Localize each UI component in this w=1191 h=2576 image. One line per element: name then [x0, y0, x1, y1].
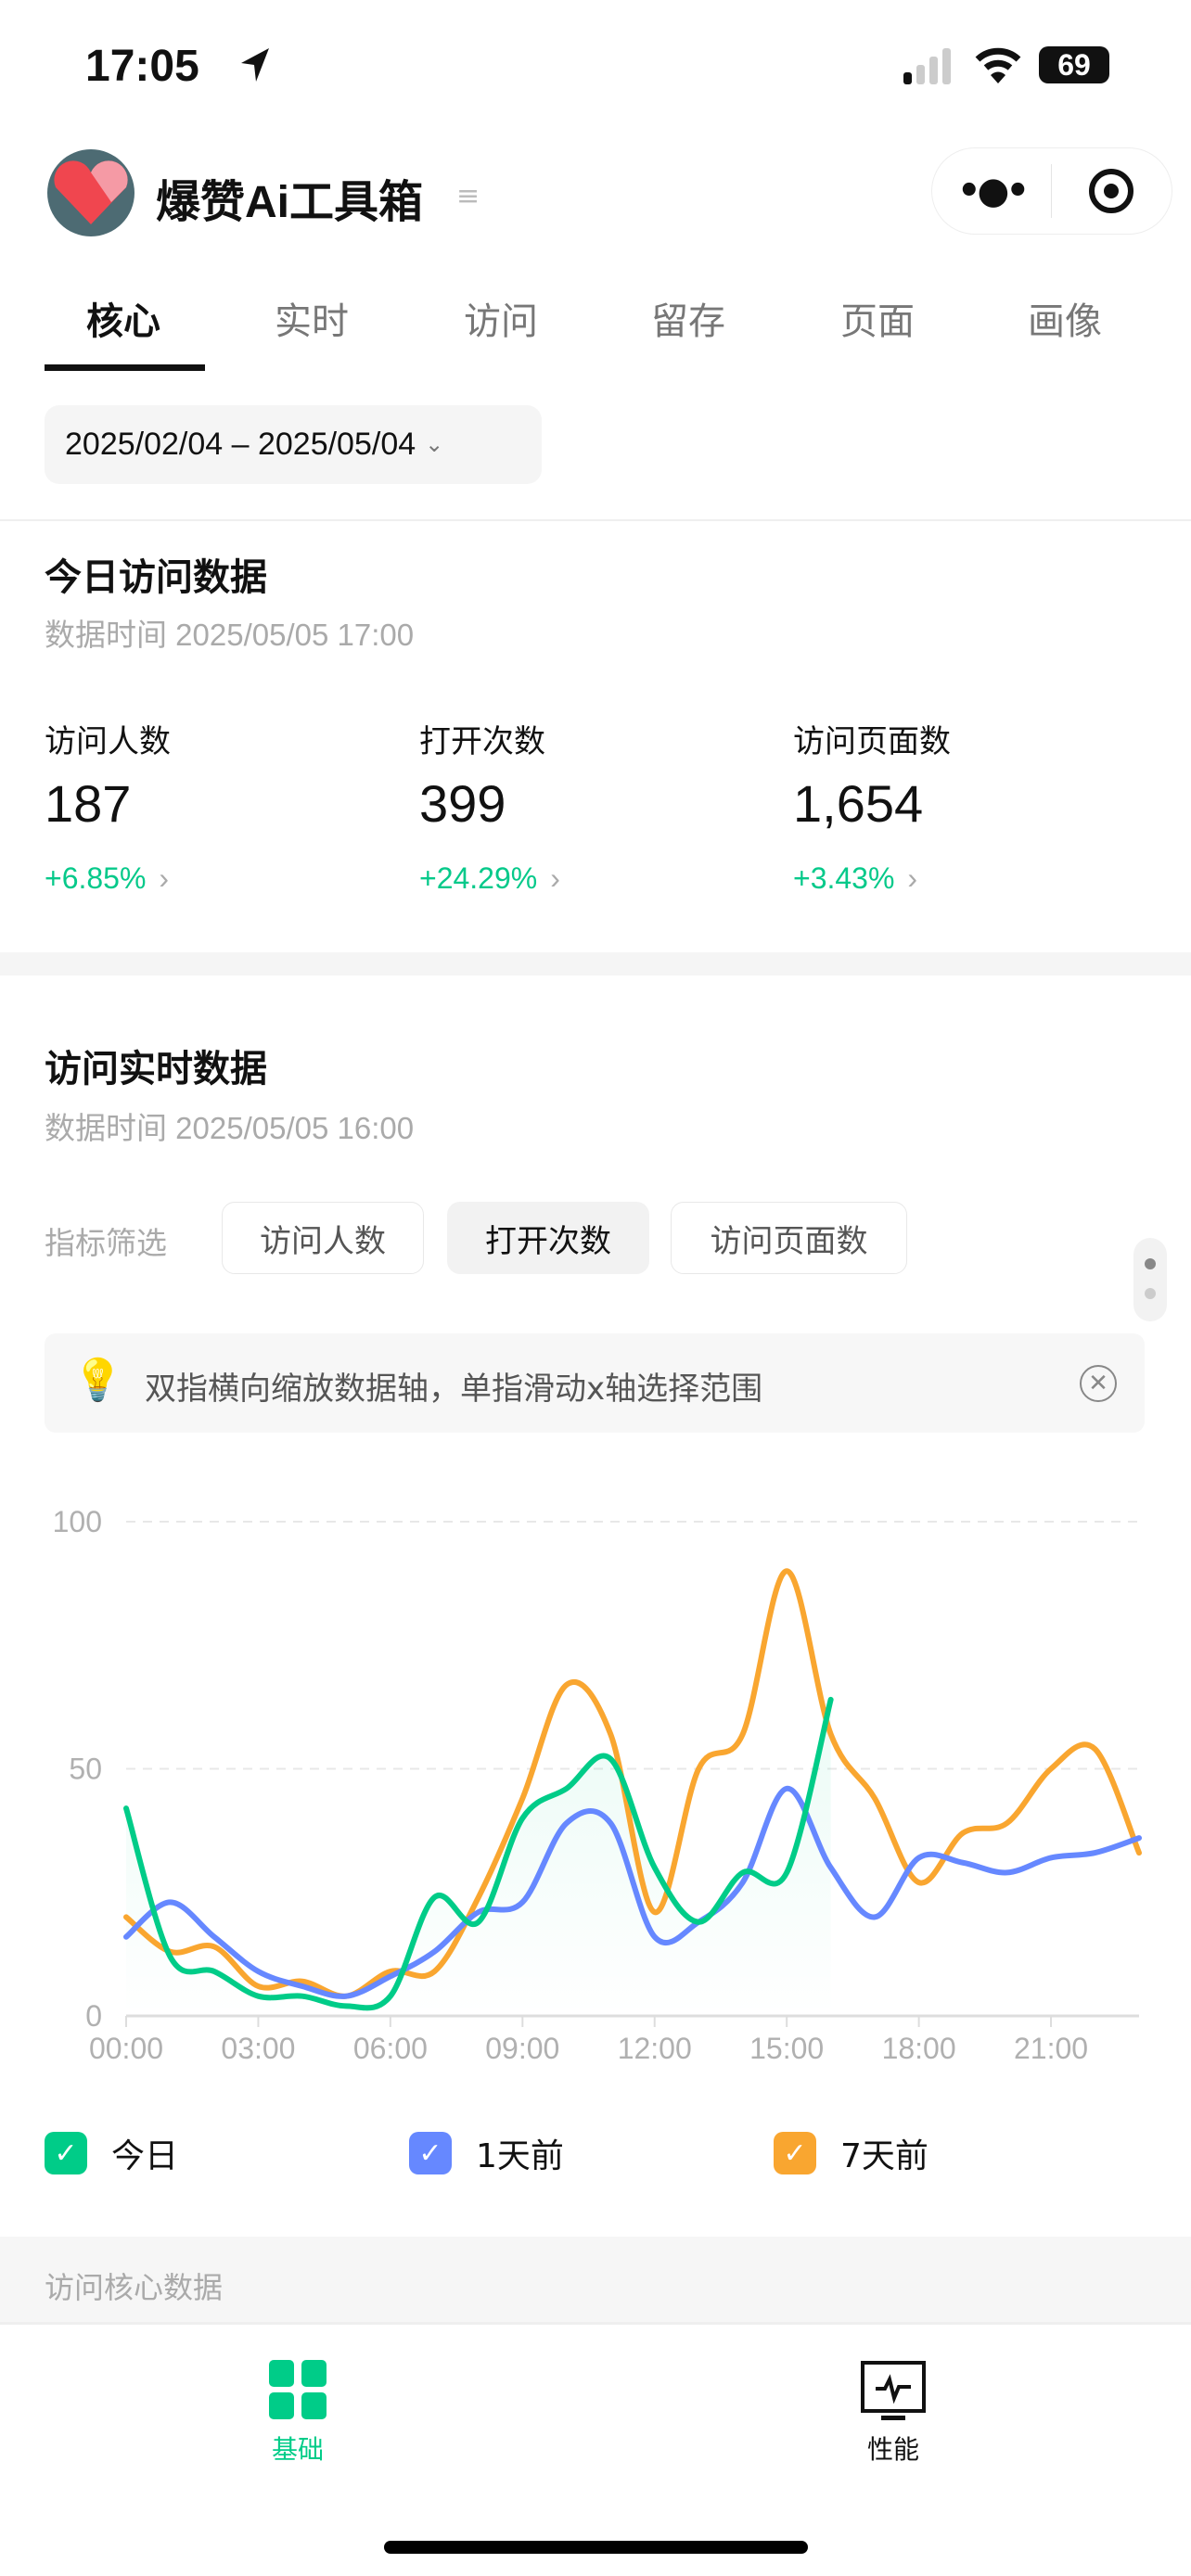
- tab-core[interactable]: 核心: [86, 300, 160, 343]
- date-range-picker[interactable]: 2025/02/04 – 2025/05/04 ⌄: [45, 405, 542, 484]
- chevron-right-icon: ›: [907, 861, 918, 895]
- metric-change[interactable]: +6.85% ›: [45, 861, 169, 896]
- core-section-label: 访问核心数据: [45, 2270, 224, 2305]
- core-section-header: 访问核心数据: [0, 2237, 1191, 2324]
- filter-pageviews[interactable]: 访问页面数: [671, 1202, 907, 1274]
- realtime-line-chart[interactable]: 0 50 100 00:00 03:00 06:00 09:00 12:00 15:00 18:0…: [0, 1484, 1191, 2096]
- tabbar-performance-label[interactable]: 性能: [866, 2434, 920, 2465]
- metric-value: 399: [419, 774, 506, 833]
- metric-label: 访问页面数: [793, 723, 951, 760]
- metric-change[interactable]: +3.43% ›: [793, 861, 917, 896]
- tab-portrait[interactable]: 画像: [1028, 300, 1102, 343]
- status-time: 17:05: [85, 42, 199, 91]
- monitor-pulse-icon: [861, 2361, 926, 2420]
- legend-label: 今日: [111, 2137, 179, 2175]
- metric-label: 访问人数: [45, 723, 171, 760]
- app-title: 爆赞Ai工具箱: [156, 178, 424, 227]
- legend-label: 7天前: [840, 2137, 928, 2175]
- section-separator: [0, 952, 1191, 976]
- checkbox-checked-icon: ✓: [45, 2132, 87, 2174]
- menu-lines-icon[interactable]: ≡: [456, 180, 480, 212]
- legend-7-days-ago[interactable]: ✓ 7天前: [774, 2129, 928, 2177]
- series-line-today: [123, 1696, 834, 2011]
- active-tab-underline: [45, 364, 205, 371]
- checkbox-checked-icon: ✓: [409, 2132, 452, 2174]
- metric-change-text: +6.85%: [45, 861, 147, 895]
- bottom-tab-bar: [0, 2322, 1191, 2576]
- x-tick-label: 15:00: [749, 2032, 824, 2065]
- y-tick-label: 100: [53, 1505, 102, 1538]
- y-tick-label: 0: [85, 1999, 102, 2033]
- metric-label: 打开次数: [419, 723, 545, 760]
- tip-banner: 💡 双指横向缩放数据轴，单指滑动x轴选择范围 ✕: [45, 1333, 1145, 1433]
- tabbar-basic[interactable]: [269, 2360, 327, 2419]
- checkbox-checked-icon: ✓: [774, 2132, 816, 2174]
- close-tip-icon[interactable]: ✕: [1080, 1365, 1117, 1402]
- grid-icon: [269, 2360, 327, 2419]
- x-tick-label: 09:00: [485, 2032, 559, 2065]
- battery-indicator: 69: [1039, 46, 1109, 83]
- x-tick-label: 00:00: [89, 2032, 163, 2065]
- y-tick-label: 50: [69, 1753, 102, 1786]
- filter-label: 指标筛选: [45, 1225, 167, 1261]
- lightbulb-icon: 💡: [72, 1357, 123, 1404]
- legend-label: 1天前: [476, 2137, 564, 2175]
- home-indicator: [384, 2541, 808, 2554]
- location-arrow-icon: [241, 48, 269, 82]
- filter-opens[interactable]: 打开次数: [447, 1202, 649, 1274]
- legend-1-day-ago[interactable]: ✓ 1天前: [409, 2129, 564, 2177]
- x-tick-label: 03:00: [221, 2032, 295, 2065]
- x-tick-label: 18:00: [882, 2032, 956, 2065]
- capsule-divider: [1051, 164, 1052, 218]
- x-tick-label: 06:00: [353, 2032, 428, 2065]
- tab-pages[interactable]: 页面: [840, 300, 915, 343]
- chevron-right-icon: ›: [550, 861, 560, 895]
- chevron-down-icon: ⌄: [425, 432, 444, 457]
- x-tick-label: 12:00: [618, 2032, 692, 2065]
- signal-icon: [903, 48, 951, 84]
- legend-today[interactable]: ✓ 今日: [45, 2129, 178, 2177]
- mini-program-capsule: •●•: [931, 147, 1172, 235]
- wifi-icon: [975, 47, 1021, 83]
- filter-visitors[interactable]: 访问人数: [222, 1202, 424, 1274]
- divider: [0, 519, 1191, 521]
- today-section-title: 今日访问数据: [45, 556, 267, 599]
- realtime-section-title: 访问实时数据: [45, 1048, 267, 1090]
- x-tick-label: 21:00: [1014, 2032, 1088, 2065]
- tip-text: 双指横向缩放数据轴，单指滑动x轴选择范围: [145, 1371, 763, 1408]
- tabbar-performance[interactable]: [861, 2361, 926, 2426]
- today-data-time: 数据时间 2025/05/05 17:00: [45, 618, 415, 652]
- page-scroll-indicator[interactable]: [1133, 1238, 1167, 1321]
- metric-value: 187: [45, 774, 132, 833]
- close-mini-program-icon[interactable]: [1052, 169, 1171, 213]
- date-range-text: 2025/02/04 – 2025/05/04: [65, 427, 416, 462]
- app-logo: [47, 149, 134, 236]
- metric-value: 1,654: [793, 774, 924, 833]
- metric-change-text: +24.29%: [419, 861, 538, 895]
- more-icon[interactable]: •●•: [956, 170, 1030, 212]
- tabbar-basic-label[interactable]: 基础: [271, 2434, 325, 2465]
- chevron-right-icon: ›: [159, 861, 170, 895]
- tab-visit[interactable]: 访问: [464, 300, 538, 343]
- tab-realtime[interactable]: 实时: [275, 300, 349, 343]
- today-area-fill: [126, 1699, 831, 2016]
- tab-retention[interactable]: 留存: [651, 300, 725, 343]
- metric-change[interactable]: +24.29% ›: [419, 861, 560, 896]
- realtime-data-time: 数据时间 2025/05/05 16:00: [45, 1111, 415, 1145]
- metric-change-text: +3.43%: [793, 861, 895, 895]
- series-line-1-day-ago: [123, 1785, 1142, 1999]
